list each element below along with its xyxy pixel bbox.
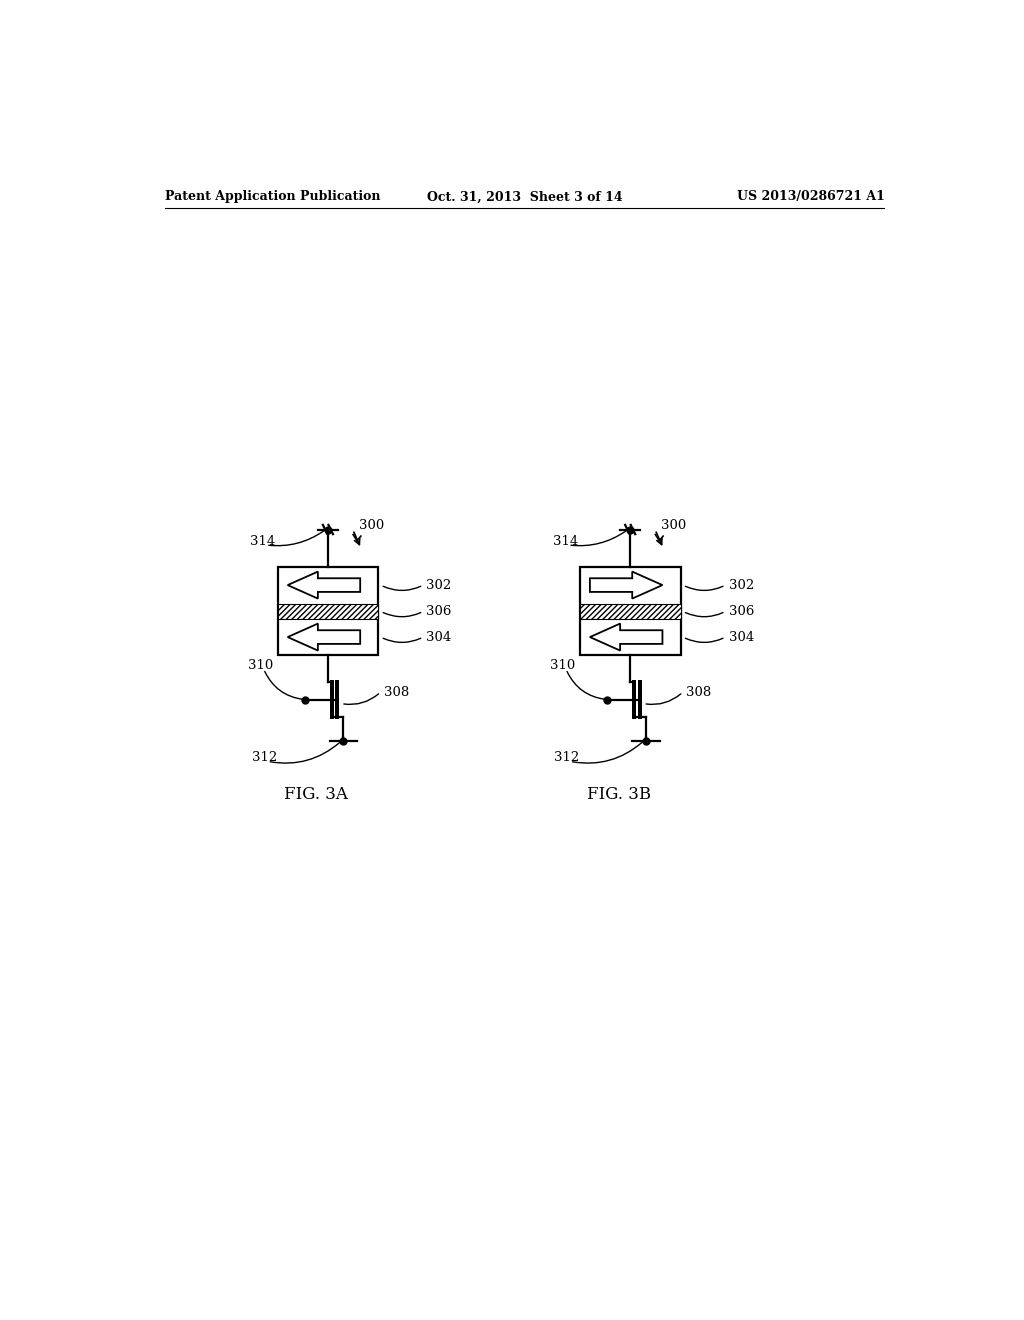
Text: 306: 306 [426,605,452,618]
Text: 304: 304 [729,631,754,644]
Text: 304: 304 [426,631,452,644]
Bar [580,566,681,655]
Text: FIG. 3A: FIG. 3A [285,785,348,803]
Bar [278,566,378,655]
Text: Patent Application Publication: Patent Application Publication [165,190,381,203]
FancyArrow shape [590,623,663,651]
Text: 302: 302 [426,578,452,591]
Text: 310: 310 [550,659,575,672]
FancyArrow shape [590,572,663,598]
Text: Oct. 31, 2013  Sheet 3 of 14: Oct. 31, 2013 Sheet 3 of 14 [427,190,623,203]
Text: 302: 302 [729,578,754,591]
Text: 310: 310 [248,659,273,672]
Text: 306: 306 [729,605,754,618]
Text: 314: 314 [553,535,578,548]
Text: US 2013/0286721 A1: US 2013/0286721 A1 [736,190,885,203]
Text: 312: 312 [554,751,580,764]
Text: 308: 308 [384,685,409,698]
Bar [580,603,681,619]
Text: 314: 314 [251,535,275,548]
Text: 308: 308 [686,685,712,698]
Text: 300: 300 [359,519,384,532]
Bar [278,603,378,619]
Text: 300: 300 [662,519,686,532]
FancyArrow shape [288,623,360,651]
Text: 312: 312 [252,751,278,764]
Text: FIG. 3B: FIG. 3B [587,785,650,803]
FancyArrow shape [288,572,360,598]
